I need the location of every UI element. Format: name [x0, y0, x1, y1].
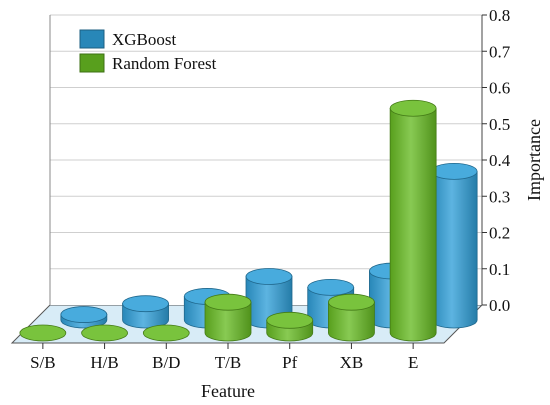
x-tick-label: Pf — [282, 353, 297, 372]
cylinder-top — [245, 268, 293, 285]
bar-random-forest-e — [389, 99, 437, 342]
y-tick-label: 0.3 — [489, 187, 510, 206]
cylinder-top — [266, 311, 314, 329]
cylinder-top — [60, 306, 108, 323]
bar-xgboost-t-b — [245, 268, 293, 329]
x-axis-ticks: S/B H/B B/D T/B Pf XB E — [30, 343, 418, 372]
cylinder-top — [142, 324, 190, 342]
cylinder-top — [307, 278, 355, 296]
bar-xgboost-h-b — [122, 295, 169, 329]
y-tick-label: 0.5 — [489, 115, 510, 134]
x-axis-title: Feature — [201, 381, 255, 401]
cylinder-top — [389, 99, 437, 117]
bar-random-forest-xb — [328, 293, 375, 342]
legend-label-random-forest: Random Forest — [112, 54, 217, 73]
legend-swatch-random-forest — [79, 53, 105, 73]
cylinder-top — [81, 324, 128, 342]
x-tick-label: B/D — [152, 353, 180, 372]
y-tick-label: 0.8 — [489, 6, 510, 25]
bar-xgboost-e — [430, 162, 478, 329]
bar-random-forest-t-b — [204, 293, 252, 342]
x-tick-label: E — [408, 353, 418, 372]
x-tick-label: S/B — [30, 353, 56, 372]
random-forest-bars — [19, 99, 437, 342]
cylinder-body — [328, 301, 375, 342]
cylinder-body — [204, 301, 252, 342]
y-tick-label: 0.1 — [489, 260, 510, 279]
y-tick-label: 0.2 — [489, 224, 510, 243]
cylinder-top — [204, 293, 252, 311]
y-tick-label: 0.0 — [489, 296, 510, 315]
y-axis-title: Importance — [524, 119, 544, 201]
cylinder-body — [430, 170, 478, 329]
legend-swatch-xgboost — [79, 29, 105, 49]
y-axis-ticks: 0.0 0.1 0.2 0.3 0.4 0.5 0.6 0.7 0.8 — [482, 6, 511, 315]
cylinder-body — [389, 107, 437, 342]
cylinder-top — [122, 295, 169, 313]
bar-random-forest-h-b — [81, 324, 128, 342]
cylinder-top — [430, 162, 478, 180]
legend: XGBoost Random Forest — [79, 29, 217, 73]
bar-random-forest-b-d — [142, 324, 190, 342]
bar-random-forest-pf — [266, 311, 314, 342]
legend-label-xgboost: XGBoost — [112, 30, 177, 49]
bar-xgboost-s-b — [60, 306, 108, 329]
y-tick-label: 0.7 — [489, 42, 511, 61]
bar-random-forest-s-b — [19, 324, 67, 342]
y-tick-label: 0.4 — [489, 151, 511, 170]
x-tick-label: XB — [340, 353, 364, 372]
x-tick-label: H/B — [90, 353, 118, 372]
cylinder-top — [19, 324, 67, 342]
x-tick-label: T/B — [215, 353, 241, 372]
cylinder-top — [328, 293, 375, 311]
y-tick-label: 0.6 — [489, 79, 510, 98]
